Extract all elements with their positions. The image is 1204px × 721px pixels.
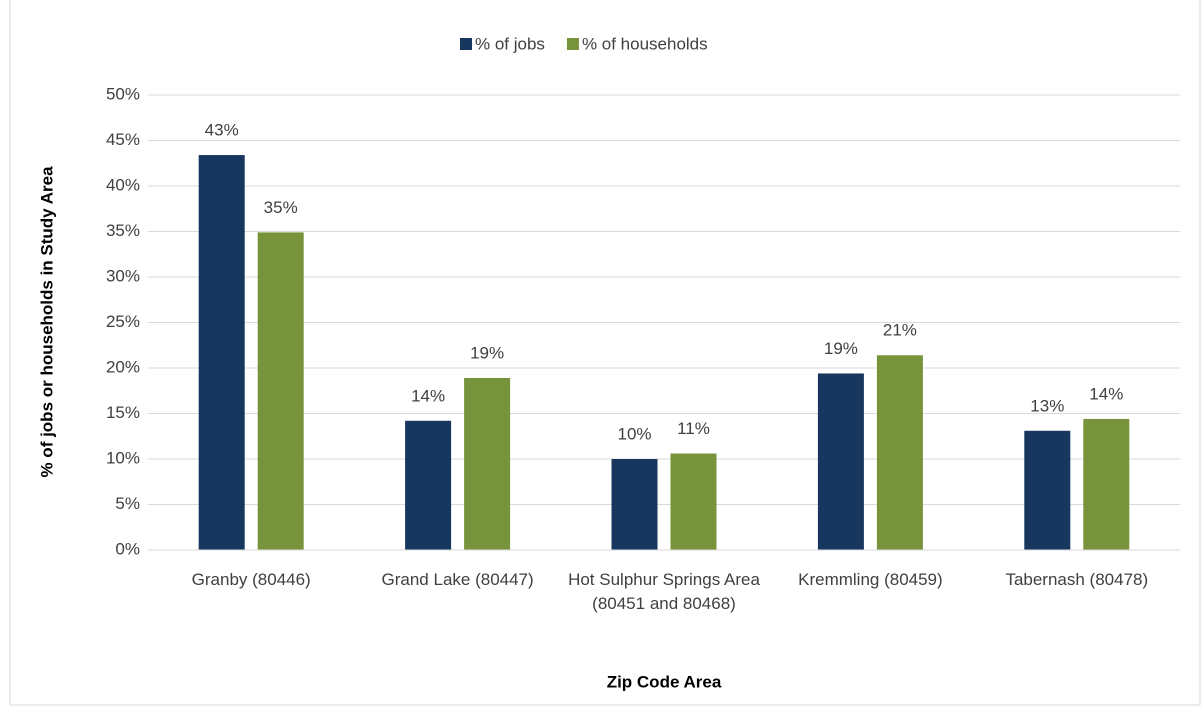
y-tick-label: 10% — [106, 448, 140, 467]
y-tick-label: 15% — [106, 403, 140, 422]
y-tick-label: 0% — [115, 539, 140, 558]
data-label: 43% — [205, 121, 239, 140]
x-tick-label: Grand Lake (80447) — [382, 570, 534, 589]
data-label: 19% — [824, 339, 858, 358]
x-tick-label: Tabernash (80478) — [1005, 570, 1148, 589]
y-tick-label: 45% — [106, 130, 140, 149]
y-tick-label: 50% — [106, 84, 140, 103]
data-label: 14% — [411, 386, 445, 405]
y-tick-label: 30% — [106, 266, 140, 285]
bar — [1024, 430, 1071, 550]
bar — [876, 355, 923, 550]
data-label: 10% — [617, 424, 651, 443]
bar — [611, 459, 658, 550]
y-axis-title: % of jobs or households in Study Area — [37, 166, 56, 478]
bar — [817, 373, 864, 550]
data-label: 11% — [677, 419, 710, 438]
bar — [198, 155, 245, 550]
bar — [1083, 418, 1130, 550]
bar — [670, 453, 717, 550]
data-label: 14% — [1089, 384, 1123, 403]
bar — [257, 232, 304, 550]
legend-label: % of jobs — [475, 34, 545, 53]
x-axis-title: Zip Code Area — [607, 672, 722, 691]
legend-swatch — [566, 38, 579, 50]
data-label: 35% — [264, 198, 298, 217]
legend-swatch — [460, 38, 472, 50]
y-tick-label: 25% — [106, 312, 140, 331]
y-tick-label: 35% — [106, 221, 140, 240]
data-label: 21% — [883, 321, 917, 340]
x-tick-label: Kremmling (80459) — [798, 570, 943, 589]
bar — [405, 420, 452, 550]
y-tick-label: 40% — [106, 175, 140, 194]
y-tick-label: 5% — [115, 494, 140, 513]
data-label: 13% — [1030, 396, 1064, 415]
x-tick-label: Granby (80446) — [192, 570, 311, 589]
y-tick-label: 20% — [106, 357, 140, 376]
x-tick-label: Hot Sulphur Springs Area (80451 and 80468… — [568, 570, 760, 613]
legend-label: % of households — [582, 34, 708, 53]
data-label: 19% — [470, 343, 504, 362]
bar — [464, 378, 511, 550]
